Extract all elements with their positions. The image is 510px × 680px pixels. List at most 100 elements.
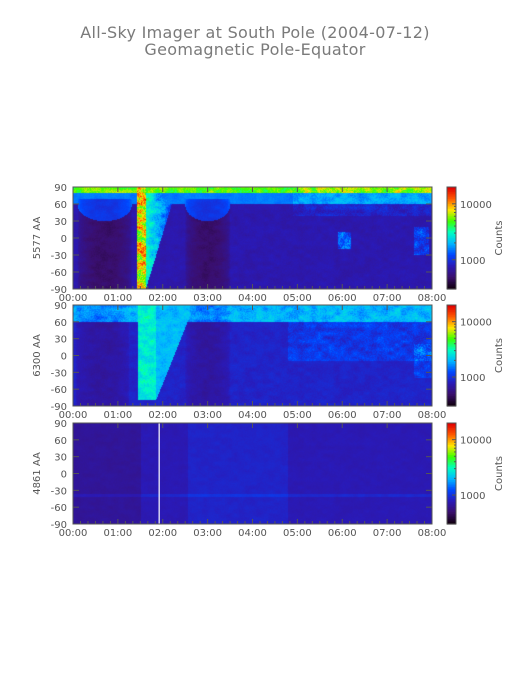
colorbar-segment — [447, 209, 456, 212]
colorbar-segment — [447, 285, 456, 288]
colorbar-segment — [447, 249, 456, 253]
colorbar-segment — [447, 520, 456, 523]
colorbar-segment — [447, 238, 456, 241]
x-tick-label: 01:00 — [103, 410, 132, 421]
colorbar-segment — [447, 343, 456, 346]
colorbar-segment — [447, 400, 456, 404]
colorbar-segment — [447, 475, 456, 478]
colorbar-segment — [447, 355, 456, 358]
colorbar-segment — [447, 195, 456, 198]
colorbar-segment — [447, 320, 456, 323]
colorbar-segment — [447, 310, 456, 313]
x-tick-label: 04:00 — [238, 410, 267, 421]
panel-3: 00:00 01:00 02:00 03:00 04:00 05:00 06:00 07:00… — [32, 419, 505, 539]
x-tick-label: 01:00 — [103, 293, 132, 304]
colorbar-segment — [447, 512, 456, 515]
y-tick-label: 30 — [54, 335, 67, 346]
colorbar-segment — [447, 481, 456, 485]
y-tick-label: -60 — [51, 268, 67, 279]
colorbar-segment — [447, 221, 456, 224]
x-tick-label: 07:00 — [373, 528, 402, 539]
colorbar-segment — [447, 423, 456, 426]
colorbar-segment — [447, 444, 456, 448]
colorbar-segment — [447, 326, 456, 330]
colorbar-segment — [447, 392, 456, 395]
colorbar-segment — [447, 448, 456, 451]
colorbar-segment — [447, 268, 456, 271]
colorbar-segment — [447, 234, 456, 237]
chart-title: All-Sky Imager at South Pole (2004-07-12… — [80, 23, 430, 42]
colorbar-frame — [446, 304, 457, 407]
heatmap-image — [73, 423, 432, 524]
y-tick-label: 0 — [61, 470, 67, 481]
colorbar-segment — [447, 263, 456, 266]
colorbar-segment — [447, 258, 456, 261]
x-tick-label: 02:00 — [148, 528, 177, 539]
colorbar-segment — [447, 372, 456, 375]
colorbar-segment — [447, 210, 456, 214]
colorbar-segment — [447, 340, 456, 343]
x-tick-label: 05:00 — [283, 293, 312, 304]
colorbar-segment — [447, 402, 456, 405]
colorbar-segment — [447, 439, 456, 443]
colorbar-segment — [447, 202, 456, 205]
colorbar-segment — [447, 502, 456, 505]
colorbar-segment — [447, 345, 456, 348]
colorbar-segment — [447, 270, 456, 273]
colorbar-segment — [447, 306, 456, 309]
colorbar-segment — [447, 362, 456, 365]
colorbar-segment — [447, 283, 456, 287]
colorbar-segment — [447, 429, 456, 433]
colorbar-segment — [447, 507, 456, 510]
colorbar-tick-label: 10000 — [460, 200, 492, 211]
colorbar-segment — [447, 350, 456, 353]
colorbar-segment — [447, 253, 456, 256]
x-tick-label: 03:00 — [193, 410, 222, 421]
panel-1: 00:00 01:00 02:00 03:00 04:00 05:00 06:00 07:00… — [32, 183, 505, 304]
colorbar-segment — [447, 513, 456, 517]
colorbar-segment — [447, 495, 456, 498]
colorbar-segment — [447, 488, 456, 491]
y-tick-label: 30 — [54, 453, 67, 464]
x-tick-label: 06:00 — [328, 410, 357, 421]
colorbar-segment — [447, 328, 456, 331]
colorbar-segment — [447, 227, 456, 231]
colorbar-segment — [447, 493, 456, 496]
colorbar-segment — [447, 500, 456, 503]
colorbar-segment — [447, 483, 456, 486]
colorbar-segment — [447, 239, 456, 242]
x-tick-label: 02:00 — [148, 410, 177, 421]
colorbar-segment — [447, 187, 456, 190]
colorbar-segment — [447, 219, 456, 222]
colorbar-segment — [447, 395, 456, 399]
x-tick-label: 04:00 — [238, 528, 267, 539]
y-tick-label: -60 — [51, 385, 67, 396]
colorbar-segment — [447, 215, 456, 219]
colorbar-segment — [447, 188, 456, 191]
colorbar-segment — [447, 325, 456, 328]
colorbar-segment — [447, 382, 456, 385]
colorbar-segment — [447, 377, 456, 380]
colorbar-segment — [447, 287, 456, 290]
colorbar-segment — [447, 471, 456, 475]
colorbar-segment — [447, 508, 456, 512]
colorbar-segment — [447, 204, 456, 207]
x-tick-label: 08:00 — [418, 528, 447, 539]
colorbar-segment — [447, 214, 456, 217]
colorbar-segment — [447, 518, 456, 522]
panel-2: 00:00 01:00 02:00 03:00 04:00 05:00 06:00 07:00… — [32, 301, 505, 421]
colorbar-segment — [447, 226, 456, 229]
colorbar-segment — [447, 273, 456, 276]
y-tick-label: 30 — [54, 217, 67, 228]
colorbar-segment — [447, 313, 456, 316]
colorbar-segment — [447, 336, 456, 340]
colorbar-segment — [447, 470, 456, 473]
colorbar-segment — [447, 318, 456, 321]
colorbar-segment — [447, 277, 456, 280]
colorbar-segment — [447, 200, 456, 203]
colorbar-segment — [447, 436, 456, 439]
colorbar-segment — [447, 278, 456, 282]
colorbar-segment — [447, 438, 456, 441]
colorbar-segment — [447, 466, 456, 470]
x-tick-label: 03:00 — [193, 293, 222, 304]
